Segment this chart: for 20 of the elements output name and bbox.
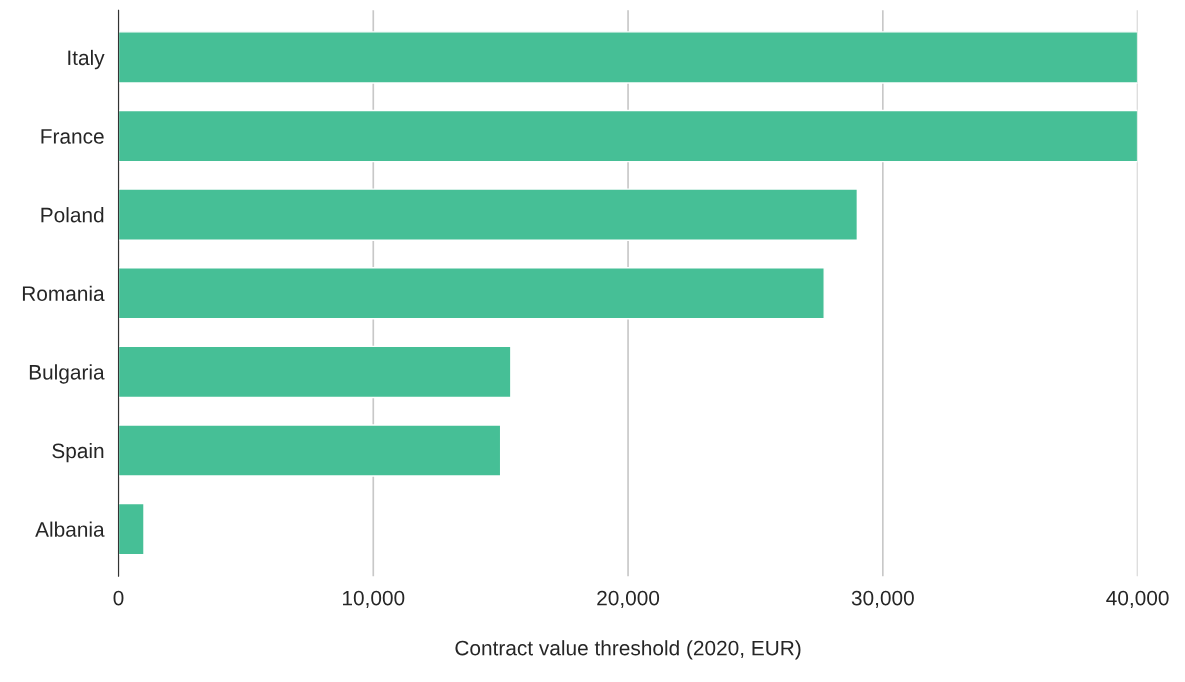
y-tick-label: Poland (41, 207, 104, 223)
bar (118, 424, 502, 477)
y-tick-label: Albania (35, 521, 105, 537)
y-tick-label: Spain (52, 442, 104, 463)
bar (118, 31, 1138, 84)
x-tick-label: 30,000 (851, 590, 914, 608)
x-tick-label: 20,000 (597, 590, 660, 608)
y-tick-label: France (41, 129, 104, 144)
x-tick-label: 10,000 (343, 590, 405, 608)
x-tick-label: 40,000 (1106, 590, 1169, 608)
bar (118, 267, 825, 320)
bar (118, 188, 859, 241)
x-tick-label: 0 (113, 590, 124, 606)
y-tick-label: Italy (68, 49, 105, 70)
bar (118, 502, 145, 556)
bar (118, 345, 512, 399)
bar (118, 109, 1138, 163)
y-tick-label: Bulgaria (29, 364, 105, 384)
x-axis-title: Contract value threshold (2020, EUR) (455, 640, 801, 660)
y-tick-label: Romania (22, 285, 105, 302)
